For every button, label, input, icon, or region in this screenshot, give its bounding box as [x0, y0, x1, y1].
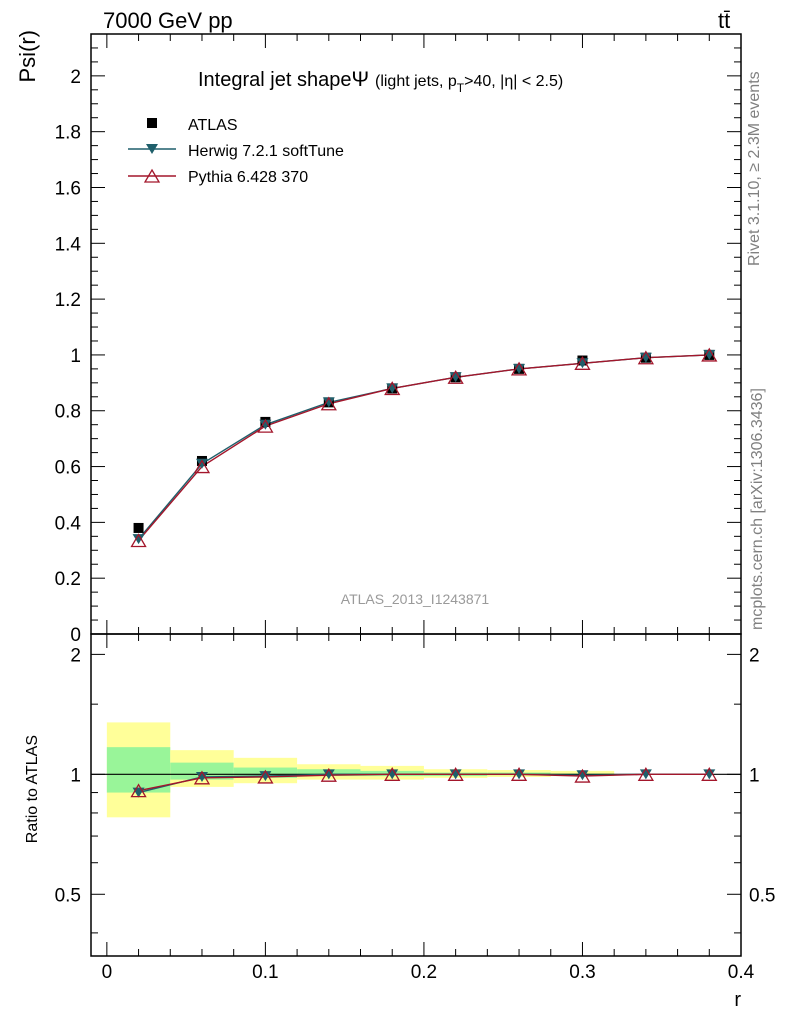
main-ylabel: Psi(r): [15, 30, 40, 83]
ratio-point-pythia-1: [193, 770, 211, 785]
main-point-herwig-2: [259, 419, 272, 430]
main-point-pythia-8: [637, 350, 655, 365]
ratio-point-pythia-6: [510, 767, 528, 781]
ratio-ytick-label-left-1: 1: [70, 765, 81, 786]
ratio-point-herwig-8: [639, 769, 652, 780]
main-point-pythia-0: [130, 533, 147, 548]
ratio-point-herwig-7: [576, 770, 589, 781]
main-point-herwig-5: [449, 372, 462, 383]
main-ytick-label-6: 1.2: [55, 290, 81, 311]
ratio-point-herwig-4: [386, 769, 399, 780]
main-point-herwig-1: [195, 458, 208, 469]
main-ytick-label-0: 0: [70, 625, 81, 646]
ratio-point-herwig-3: [322, 769, 335, 780]
legend: ATLAS Herwig 7.2.1 softTune Pythia 6.428…: [128, 117, 344, 186]
main-point-herwig-9: [703, 349, 716, 360]
main-ytick-label-3: 0.6: [55, 458, 81, 479]
main-point-herwig-6: [513, 363, 526, 374]
main-point-herwig-0: [132, 534, 145, 545]
main-ytick-label-2: 0.4: [55, 513, 82, 534]
ratio-line-pythia: [138, 773, 710, 792]
main-point-pythia-4: [384, 381, 401, 396]
xtick-label-1: 0.1: [252, 962, 278, 983]
title-psi-symbol: Ψ: [351, 68, 369, 91]
header-process-label: 7000 GeV pp: [103, 8, 233, 33]
legend-label-pythia: Pythia 6.428 370: [188, 169, 308, 186]
ratio-point-pythia-3: [320, 767, 337, 782]
ratio-point-pythia-5: [447, 767, 464, 781]
ratio-panel-lines: [91, 767, 741, 798]
ratio-point-herwig-5: [449, 769, 462, 780]
ratio-point-pythia-8: [637, 767, 655, 781]
main-point-pythia-3: [320, 396, 337, 411]
legend-marker-atlas: [147, 118, 157, 128]
title-sub: (light jets, p: [375, 73, 457, 90]
ratio-point-pythia-9: [701, 767, 718, 781]
ratio-point-herwig-9: [703, 769, 716, 780]
ratio-point-herwig-1: [195, 771, 208, 782]
main-point-pythia-6: [510, 361, 528, 376]
main-ytick-label-10: 2: [70, 67, 81, 88]
xtick-label-3: 0.3: [569, 962, 595, 983]
main-point-herwig-8: [639, 352, 652, 363]
legend-marker-pythia: [143, 168, 161, 183]
main-point-pythia-7: [574, 356, 591, 370]
main-ytick-label-5: 1: [70, 346, 81, 367]
xtick-label-4: 0.4: [728, 962, 755, 983]
axes-frame: 00.20.40.60.811.21.41.61.820.5 0.51 12 20 0.…: [55, 33, 775, 983]
ratio-ytick-label-right-1: 1: [749, 765, 760, 786]
title-text: Integral jet shape: [198, 69, 351, 91]
main-point-pythia-5: [447, 369, 464, 384]
main-ytick-label-8: 1.6: [55, 178, 81, 199]
xtick-label-0: 0: [102, 962, 113, 983]
ratio-ytick-label-left-0: 0.5: [55, 885, 81, 906]
ratio-point-pythia-7: [574, 768, 591, 783]
main-point-pythia-1: [193, 459, 211, 474]
ratio-panel-frame: [90, 633, 742, 957]
ratio-point-herwig-2: [259, 771, 272, 782]
main-point-herwig-7: [576, 358, 589, 369]
ratio-ytick-label-right-2: 2: [749, 645, 760, 666]
ratio-point-pythia-2: [257, 769, 274, 784]
main-title: Integral jet shapeΨ (light jets, pT>40, |…: [198, 68, 563, 95]
legend-label-atlas: ATLAS: [188, 117, 238, 134]
ratio-ytick-label-left-2: 2: [70, 645, 81, 666]
header-final-state-label: tt̄: [718, 8, 731, 33]
main-point-pythia-9: [701, 347, 718, 362]
ratio-point-pythia-4: [384, 767, 401, 781]
ratio-point-pythia-0: [130, 783, 147, 798]
title-sub-rest: >40, |η| < 2.5): [464, 73, 563, 90]
legend-label-herwig: Herwig 7.2.1 softTune: [188, 143, 344, 160]
main-point-herwig-4: [386, 383, 399, 394]
legend-marker-herwig: [146, 144, 158, 154]
xtick-label-2: 0.2: [411, 962, 437, 983]
main-ytick-label-7: 1.4: [55, 234, 82, 255]
main-panel-lines: [130, 347, 718, 548]
main-point-pythia-2: [257, 418, 274, 433]
ratio-ylabel: Ratio to ATLAS: [24, 735, 41, 843]
main-ytick-label-9: 1.8: [55, 123, 81, 144]
main-ytick-label-1: 0.2: [55, 569, 81, 590]
main-line-pythia: [138, 354, 710, 541]
ratio-ytick-label-right-0: 0.5: [749, 885, 775, 906]
xlabel: r: [734, 989, 741, 1011]
ratio-point-herwig-6: [513, 769, 526, 780]
main-point-data-0: [133, 522, 144, 533]
title-sub-index: T: [457, 81, 465, 95]
watermark-label: ATLAS_2013_I1243871: [341, 591, 490, 607]
main-point-herwig-3: [322, 397, 335, 408]
main-ytick-label-4: 0.8: [55, 402, 81, 423]
ratio-panel-bands: [106, 722, 615, 818]
